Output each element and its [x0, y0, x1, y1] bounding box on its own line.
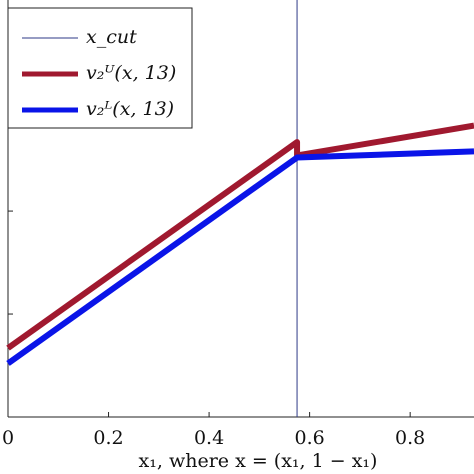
legend-label: v₂ᵁ(x, 13): [86, 62, 176, 84]
legend-label: v₂ᴸ(x, 13): [86, 98, 174, 120]
x-tick-label: 0.8: [395, 427, 425, 449]
x-tick-label: 0.2: [93, 427, 123, 449]
x-tick-label: 0.4: [194, 427, 224, 449]
series-line: [6, 148, 474, 366]
x-tick-label: 0.6: [295, 427, 325, 449]
legend-marker: [47, 71, 53, 77]
legend-marker: [47, 107, 53, 113]
x-tick-label: 0: [2, 427, 14, 449]
x-axis-label: x₁, where x = (x₁, 1 − x₁): [139, 450, 378, 472]
series-line: [6, 122, 474, 351]
legend-label: x_cut: [86, 26, 137, 48]
